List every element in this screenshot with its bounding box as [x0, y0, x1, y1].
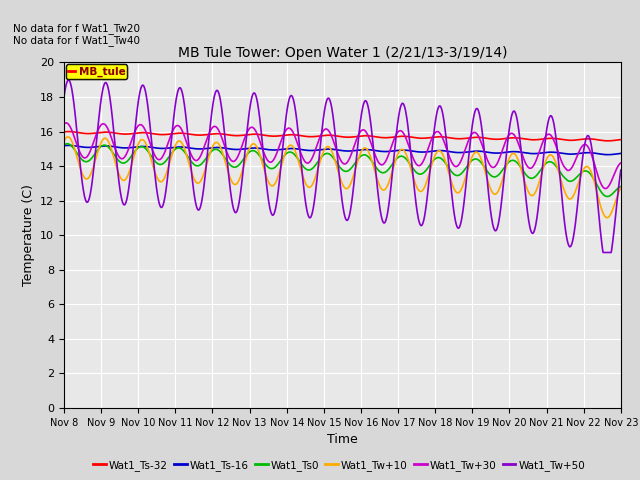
Wat1_Ts-16 — [318, 146, 326, 152]
Wat1_Ts-32 — [65, 129, 72, 134]
Wat1_Ts-16 — [378, 148, 385, 154]
Wat1_Tw+50 — [60, 94, 68, 100]
Wat1_Ts-32 — [308, 134, 316, 140]
Wat1_Ts-16 — [604, 152, 612, 157]
Wat1_Tw+10 — [60, 138, 68, 144]
Wat1_Ts-16 — [104, 143, 111, 149]
Wat1_Ts-16 — [617, 151, 625, 156]
Wat1_Tw+30 — [62, 120, 70, 126]
Wat1_Tw+50 — [308, 211, 316, 216]
Text: No data for f Wat1_Tw20: No data for f Wat1_Tw20 — [13, 23, 140, 34]
Wat1_Tw+30 — [378, 162, 385, 168]
Wat1_Tw+50 — [297, 155, 305, 160]
Wat1_Ts-32 — [126, 131, 134, 137]
Line: Wat1_Ts-32: Wat1_Ts-32 — [64, 132, 621, 141]
Wat1_Tw+30 — [602, 186, 609, 192]
Legend: MB_tule: MB_tule — [66, 64, 127, 79]
Wat1_Tw+50 — [378, 213, 385, 219]
Line: Wat1_Tw+30: Wat1_Tw+30 — [64, 123, 621, 189]
Wat1_Tw+10 — [104, 137, 111, 143]
Wat1_Ts0 — [617, 183, 625, 189]
Wat1_Tw+50 — [600, 250, 607, 255]
Line: Wat1_Tw+10: Wat1_Tw+10 — [64, 137, 621, 218]
Wat1_Tw+10 — [604, 215, 611, 221]
Wat1_Tw+50 — [126, 175, 134, 180]
Wat1_Ts-16 — [308, 148, 316, 154]
Wat1_Tw+10 — [308, 182, 316, 188]
Wat1_Ts0 — [104, 144, 111, 149]
Wat1_Ts-16 — [60, 143, 68, 148]
Wat1_Ts0 — [297, 160, 305, 166]
Wat1_Tw+10 — [297, 166, 305, 171]
Wat1_Tw+30 — [126, 142, 134, 147]
Wat1_Tw+10 — [617, 185, 625, 191]
Wat1_Tw+30 — [318, 130, 326, 135]
Wat1_Ts0 — [126, 155, 134, 161]
Wat1_Tw+50 — [617, 168, 625, 173]
Wat1_Tw+50 — [65, 77, 72, 83]
Wat1_Ts0 — [318, 153, 326, 159]
Wat1_Tw+30 — [308, 155, 316, 161]
Y-axis label: Temperature (C): Temperature (C) — [22, 184, 35, 286]
X-axis label: Time: Time — [327, 433, 358, 446]
Line: Wat1_Tw+50: Wat1_Tw+50 — [64, 80, 621, 252]
Legend: Wat1_Ts-32, Wat1_Ts-16, Wat1_Ts0, Wat1_Tw+10, Wat1_Tw+30, Wat1_Tw+50: Wat1_Ts-32, Wat1_Ts-16, Wat1_Ts0, Wat1_T… — [89, 456, 589, 475]
Wat1_Ts-32 — [604, 138, 612, 144]
Wat1_Ts-16 — [297, 146, 305, 152]
Wat1_Tw+10 — [378, 186, 385, 192]
Wat1_Ts-16 — [65, 143, 72, 148]
Wat1_Tw+30 — [297, 150, 305, 156]
Wat1_Ts-16 — [126, 145, 134, 151]
Line: Wat1_Ts0: Wat1_Ts0 — [64, 144, 621, 196]
Wat1_Ts0 — [63, 141, 71, 146]
Wat1_Ts-32 — [60, 129, 68, 135]
Wat1_Ts0 — [60, 142, 68, 148]
Wat1_Ts-32 — [617, 137, 625, 143]
Wat1_Ts-32 — [297, 133, 305, 139]
Line: Wat1_Ts-16: Wat1_Ts-16 — [64, 145, 621, 155]
Wat1_Ts0 — [378, 169, 385, 175]
Title: MB Tule Tower: Open Water 1 (2/21/13-3/19/14): MB Tule Tower: Open Water 1 (2/21/13-3/1… — [178, 46, 507, 60]
Wat1_Tw+50 — [104, 83, 111, 88]
Wat1_Tw+10 — [318, 152, 326, 158]
Wat1_Tw+30 — [60, 121, 68, 127]
Wat1_Ts-32 — [318, 133, 326, 139]
Wat1_Tw+10 — [126, 167, 134, 172]
Wat1_Tw+30 — [617, 160, 625, 166]
Wat1_Ts-32 — [104, 129, 111, 135]
Wat1_Tw+50 — [318, 125, 326, 131]
Wat1_Ts0 — [604, 193, 611, 199]
Wat1_Tw+30 — [104, 125, 111, 131]
Wat1_Tw+10 — [64, 134, 72, 140]
Text: No data for f Wat1_Tw40: No data for f Wat1_Tw40 — [13, 35, 140, 46]
Wat1_Ts-32 — [378, 135, 385, 141]
Wat1_Ts0 — [308, 166, 316, 171]
